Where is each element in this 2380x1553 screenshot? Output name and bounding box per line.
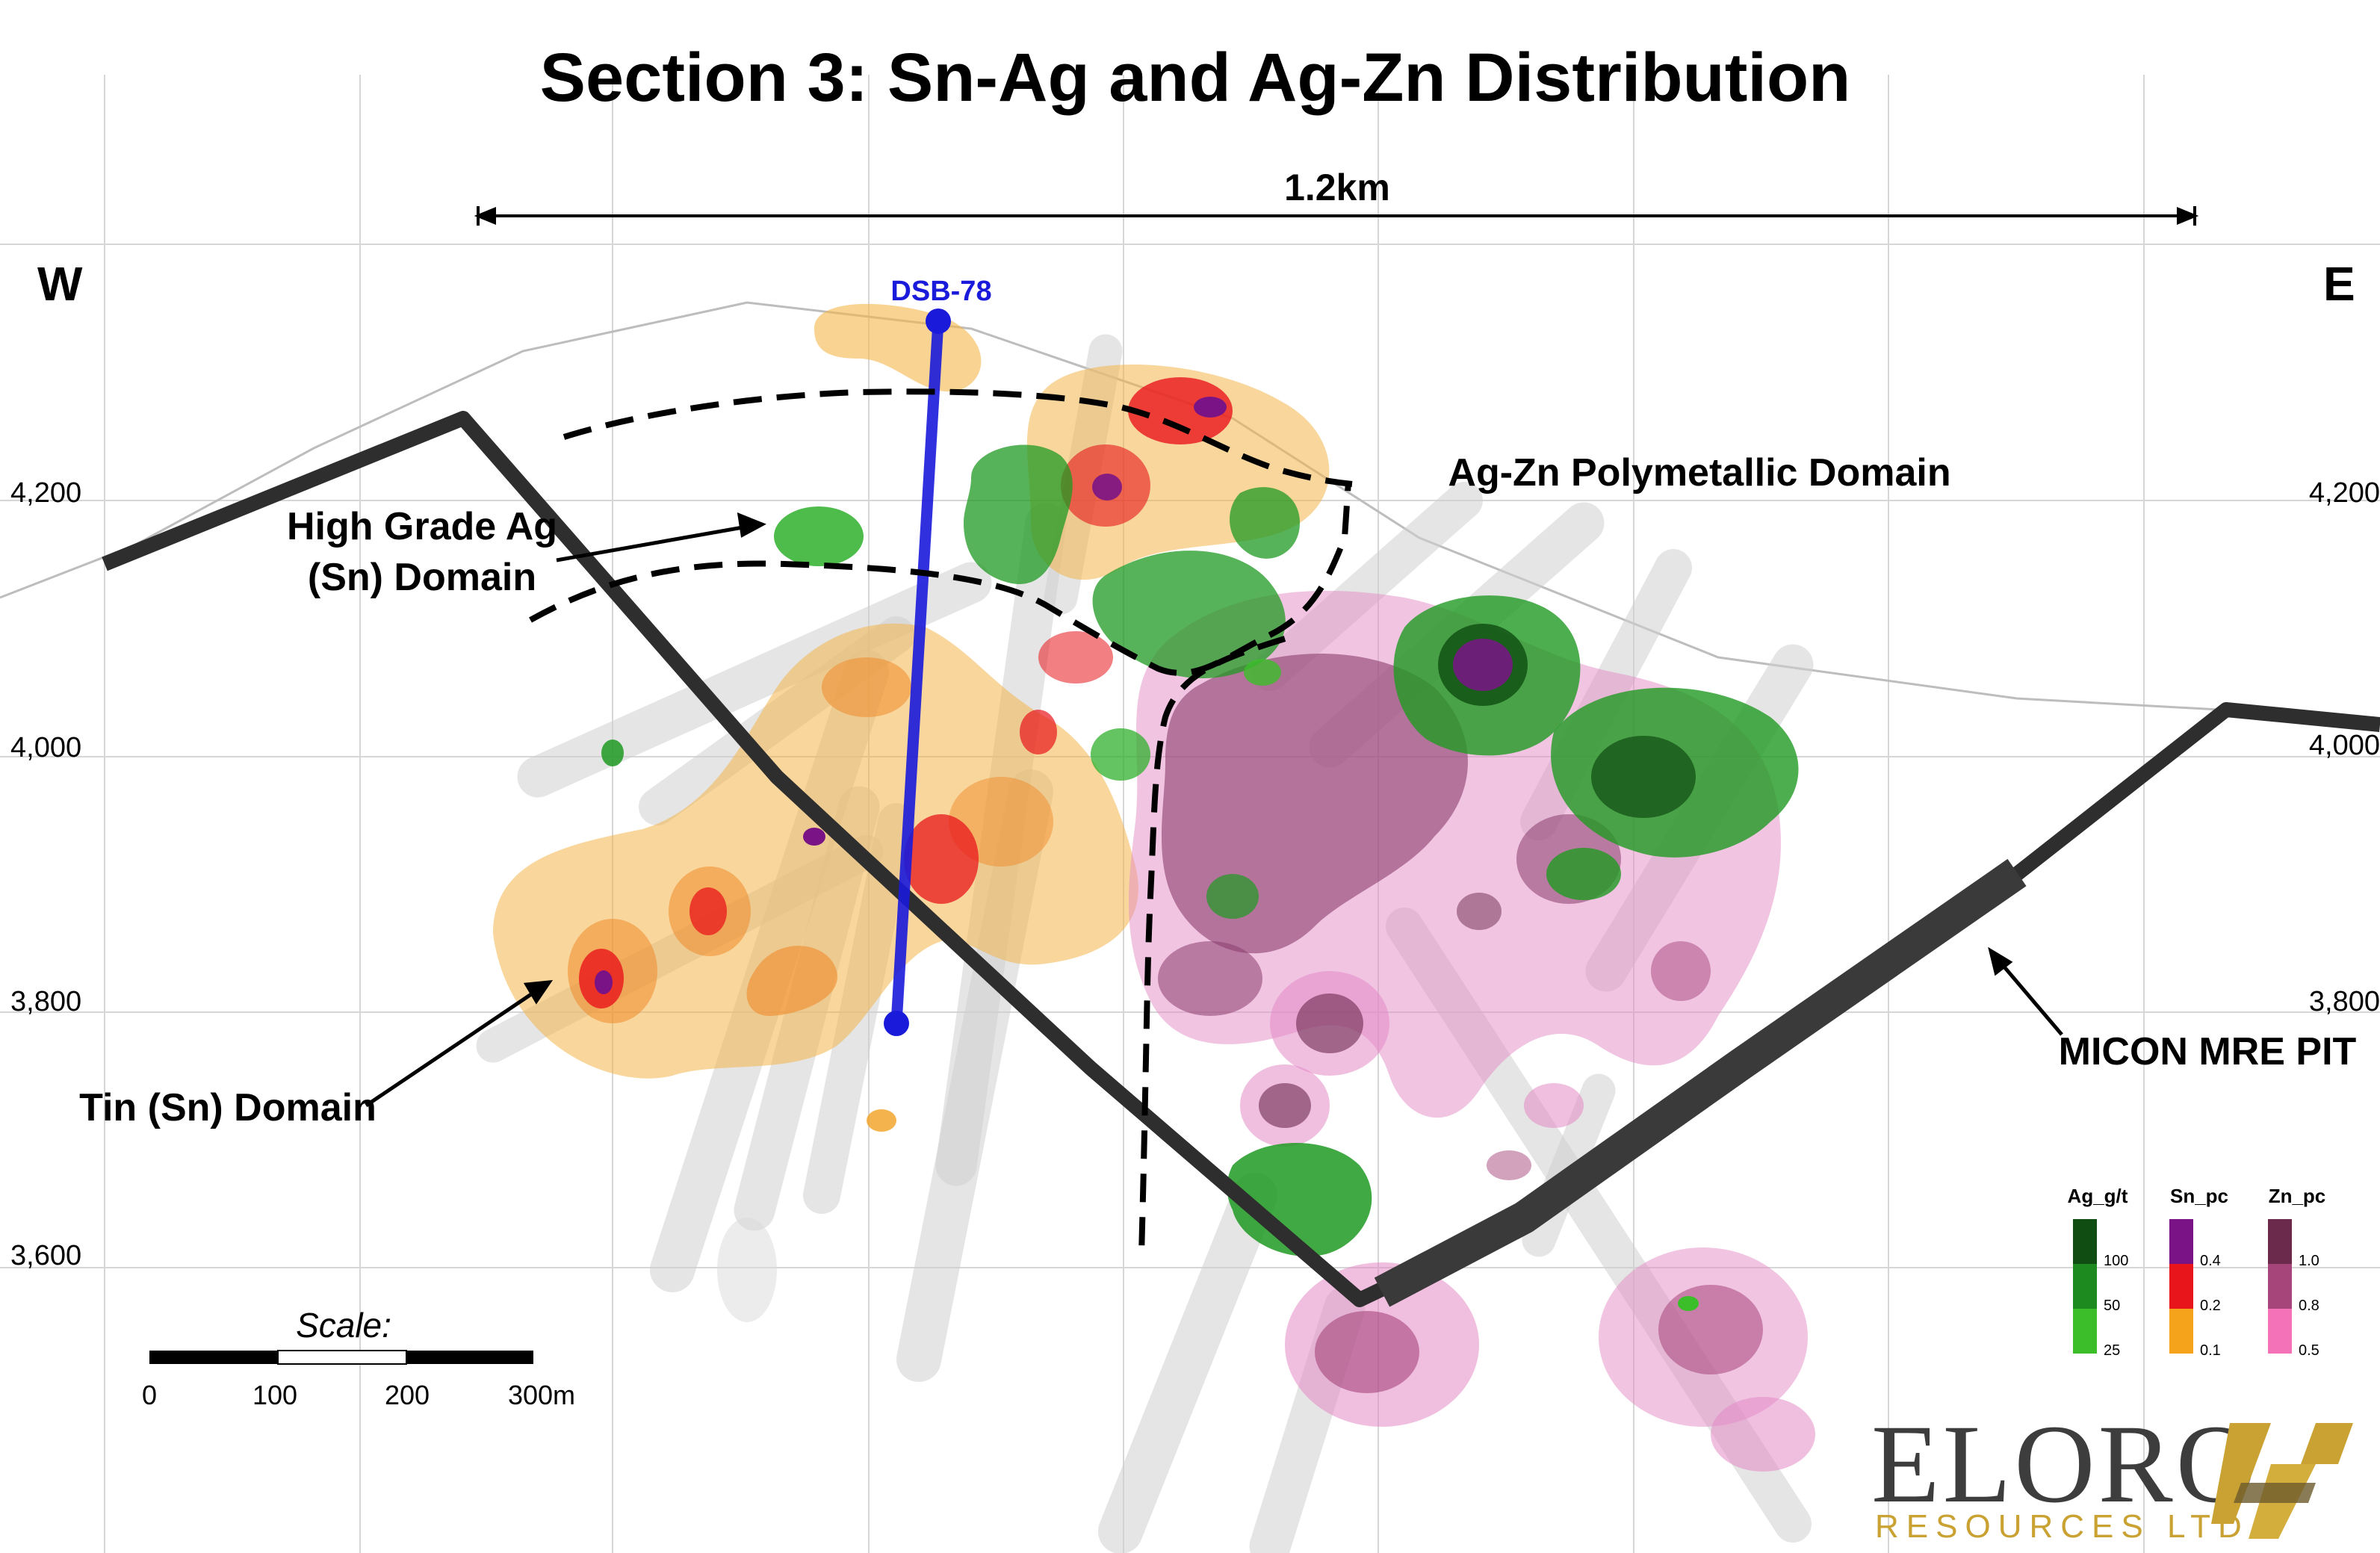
west-label: W (37, 257, 83, 311)
scale-bar: Scale: 0 100 200 300m (142, 1306, 575, 1410)
domain-boundaries (529, 388, 1353, 1256)
topography-line (0, 301, 2380, 720)
legend-sn-tick-3: 0.1 (2200, 1342, 2221, 1359)
grade-legend: Ag_g/t 100 50 25 Sn_pc 0.4 0.2 0.1 Zn_pc… (2068, 1185, 2326, 1359)
logo-sub: RESOURCES LTD. (1875, 1508, 2266, 1545)
legend-ag-tick-2: 50 (2104, 1298, 2120, 1314)
page-title: Section 3: Sn-Ag and Ag-Zn Distribution (540, 40, 1851, 116)
pit-label: MICON MRE PIT (2059, 1030, 2357, 1073)
drillhole-dsb78 (884, 309, 951, 1036)
scale-title: Scale: (296, 1306, 391, 1345)
east-label: E (2323, 257, 2355, 311)
scale-tick-0: 0 (142, 1380, 157, 1410)
legend-zn-tick-1: 1.0 (2299, 1253, 2319, 1269)
high-grade-ag-label-line2: (Sn) Domain (308, 556, 536, 599)
annotation-arrows (365, 512, 2063, 1108)
ag-zn-domain-label: Ag-Zn Polymetallic Domain (1448, 451, 1950, 495)
high-grade-ag-label-line1: High Grade Ag (287, 505, 557, 548)
legend-sn-header: Sn_pc (2170, 1185, 2228, 1207)
elevation-right-4000: 4,000 (2309, 730, 2380, 761)
scale-tick-200: 200 (385, 1380, 430, 1410)
elevation-right-3800: 3,800 (2309, 986, 2380, 1017)
ag-domain-shells (601, 444, 1799, 1311)
distance-label: 1.2km (1284, 167, 1390, 208)
legend-ag-tick-1: 100 (2104, 1253, 2128, 1269)
legend-sn-tick-1: 0.4 (2200, 1253, 2221, 1269)
scale-tick-100: 100 (252, 1380, 297, 1410)
elevation-left-3600: 3,600 (10, 1240, 81, 1271)
drillhole-label: DSB-78 (890, 276, 991, 307)
elevation-left-4000: 4,000 (10, 732, 81, 763)
legend-zn-tick-2: 0.8 (2299, 1298, 2319, 1314)
legend-sn-tick-2: 0.2 (2200, 1298, 2221, 1314)
legend-ag-tick-3: 25 (2104, 1342, 2120, 1359)
elevation-left-4200: 4,200 (10, 477, 81, 509)
elevation-left-3800: 3,800 (10, 986, 81, 1017)
eloro-logo: ELORO RESOURCES LTD. (1871, 1402, 2353, 1545)
logo-name: ELORO (1871, 1402, 2260, 1526)
legend-zn-header: Zn_pc (2269, 1185, 2326, 1207)
micon-mre-pit (102, 411, 2380, 1307)
sn-high-grade-shells (579, 377, 1233, 1008)
distance-marker (474, 206, 2199, 226)
legend-ag-header: Ag_g/t (2068, 1185, 2128, 1207)
elevation-right-4200: 4,200 (2309, 477, 2380, 509)
scale-tick-300: 300m (508, 1380, 575, 1410)
legend-zn-tick-3: 0.5 (2299, 1342, 2319, 1359)
tin-domain-label: Tin (Sn) Domain (79, 1086, 376, 1129)
